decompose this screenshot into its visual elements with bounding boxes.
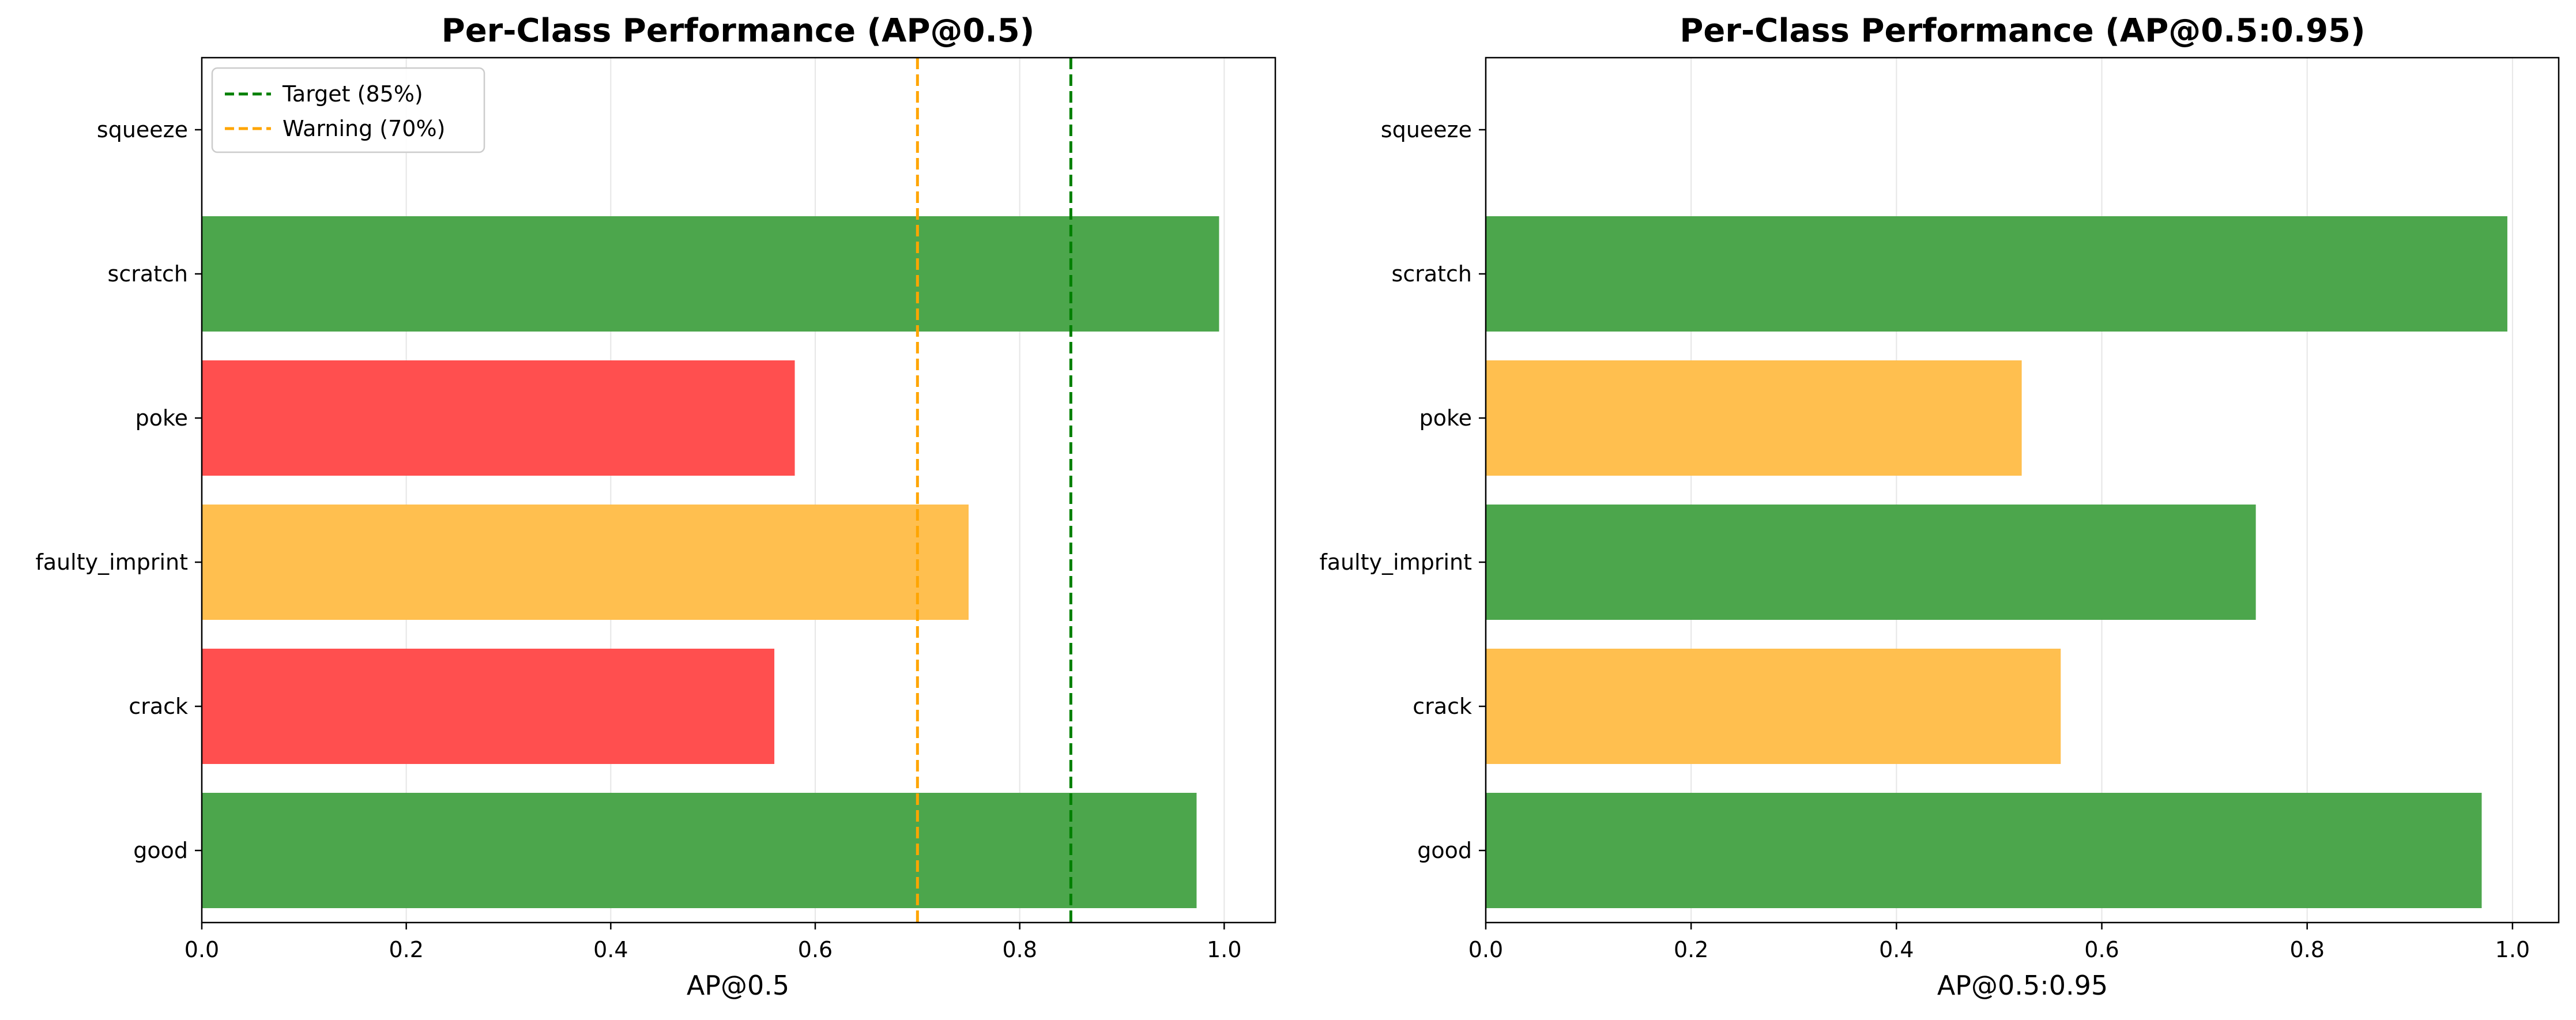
y-tick-label: squeeze xyxy=(1381,117,1472,142)
bar-faulty-imprint xyxy=(202,505,969,620)
bar-scratch xyxy=(1486,216,2507,332)
x-tick-label: 0.4 xyxy=(593,937,628,962)
bar-crack xyxy=(1486,649,2061,764)
legend-label: Target (85%) xyxy=(282,81,423,107)
bar-poke xyxy=(202,360,795,476)
x-tick-label: 0.6 xyxy=(798,937,833,962)
y-tick-label: poke xyxy=(1419,405,1472,431)
y-tick-label: faulty_imprint xyxy=(35,549,188,575)
y-tick-label: crack xyxy=(129,694,188,719)
bar-crack xyxy=(202,649,775,764)
x-tick-label: 0.8 xyxy=(1002,937,1037,962)
y-tick-label: scratch xyxy=(1392,261,1472,287)
x-axis-label: AP@0.5:0.95 xyxy=(1937,970,2108,1001)
panel-title: Per-Class Performance (AP@0.5:0.95) xyxy=(1679,12,2365,50)
x-tick-label: 0.0 xyxy=(1468,937,1503,962)
y-tick-label: good xyxy=(1417,838,1472,863)
panel-title: Per-Class Performance (AP@0.5) xyxy=(442,12,1035,50)
y-tick-label: faulty_imprint xyxy=(1319,549,1472,575)
x-tick-label: 1.0 xyxy=(1207,937,1241,962)
bar-scratch xyxy=(202,216,1219,332)
y-tick-label: scratch xyxy=(108,261,188,287)
x-tick-label: 0.0 xyxy=(184,937,219,962)
panel-ap50: Per-Class Performance (AP@0.5) AP@0.5 0.… xyxy=(35,12,1276,1001)
axes-frame xyxy=(1485,57,2560,924)
legend: Target (85%) Warning (70%) xyxy=(211,67,485,153)
x-axis-label: AP@0.5 xyxy=(687,970,789,1001)
x-tick-label: 0.4 xyxy=(1879,937,1914,962)
axes-frame xyxy=(201,57,1276,924)
bar-good xyxy=(202,793,1197,908)
panel-ap50-95: Per-Class Performance (AP@0.5:0.95) AP@0… xyxy=(1319,12,2560,1001)
x-tick-label: 1.0 xyxy=(2495,937,2530,962)
y-tick-label: squeeze xyxy=(97,117,188,142)
y-tick-label: good xyxy=(133,838,188,863)
y-tick-label: crack xyxy=(1413,694,1472,719)
bar-poke xyxy=(1486,360,2022,476)
y-tick-label: poke xyxy=(135,405,188,431)
bar-faulty-imprint xyxy=(1486,505,2256,620)
x-tick-label: 0.8 xyxy=(2289,937,2324,962)
bar-good xyxy=(1486,793,2482,908)
x-tick-label: 0.2 xyxy=(1674,937,1708,962)
x-tick-label: 0.2 xyxy=(389,937,423,962)
legend-label: Warning (70%) xyxy=(283,116,445,141)
x-tick-label: 0.6 xyxy=(2084,937,2119,962)
legend-box xyxy=(211,67,485,153)
